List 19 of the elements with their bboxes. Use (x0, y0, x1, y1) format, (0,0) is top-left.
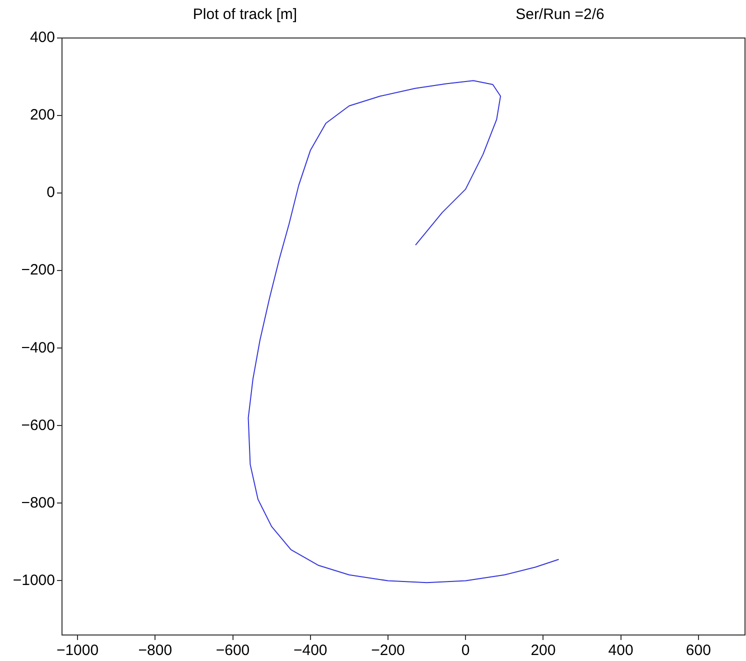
y-tick-label: −1000 (12, 572, 55, 589)
y-tick-label: 200 (30, 106, 55, 124)
y-tick-label: −200 (21, 262, 55, 279)
x-tick-label: 0 (461, 642, 470, 660)
y-tick-label: −400 (21, 339, 55, 356)
x-tick-label: −200 (371, 642, 405, 660)
y-tick-label: 400 (30, 29, 55, 46)
x-tick-label: −400 (293, 642, 328, 660)
x-tick-label: −1000 (56, 642, 99, 660)
chart-title: Plot of track [m] (192, 6, 298, 23)
x-tick-label: −600 (216, 642, 250, 660)
y-tick-label: −800 (21, 494, 55, 512)
y-tick-label: 0 (46, 184, 55, 202)
x-tick-label: 400 (608, 642, 634, 660)
x-tick-label: 600 (686, 642, 711, 660)
y-tick-label: −600 (21, 416, 55, 434)
chart-subtitle: Ser/Run =2/6 (516, 6, 604, 23)
x-tick-label: −800 (138, 642, 172, 660)
x-tick-label: 200 (530, 642, 556, 660)
